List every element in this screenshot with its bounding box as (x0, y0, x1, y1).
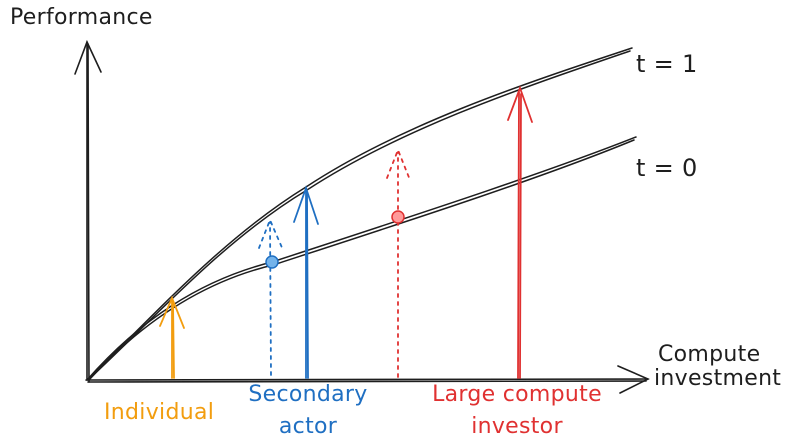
secondary-solid-head (293, 185, 319, 225)
large-solid-shaft (517, 91, 520, 379)
curve-t0 (86, 136, 637, 381)
individual-label: Individual (104, 400, 215, 425)
y-axis-arrowhead (74, 39, 102, 75)
x-axis-arrowhead (617, 365, 650, 394)
curve-t1-2 (88, 50, 631, 380)
large-solid-head (507, 85, 533, 123)
individual-arrow-shaft-2 (172, 301, 175, 379)
x-axis-label-line1: Compute (658, 342, 761, 367)
x-axis-line (85, 378, 649, 381)
secondary-label-line1: Secondary (248, 382, 368, 407)
curves (86, 47, 637, 381)
secondary-label: Secondary actor (238, 383, 378, 439)
secondary-label-line2: actor (278, 414, 338, 439)
large-marker (391, 210, 405, 224)
y-axis-label: Performance (10, 5, 153, 30)
individual-arrow-head (159, 295, 185, 329)
secondary-arrows (258, 185, 319, 379)
curve-t0-2 (88, 139, 635, 381)
large-label: Large compute investor (412, 383, 622, 439)
axes (74, 39, 650, 394)
secondary-dotted-head (258, 217, 284, 251)
y-axis-line-2 (87, 43, 90, 383)
large-label-line1: Large compute (432, 382, 602, 407)
large-dotted-head (386, 147, 411, 181)
large-solid-shaft-2 (519, 93, 522, 379)
x-axis-label: Compute investment (654, 342, 781, 391)
secondary-solid-shaft-2 (306, 191, 309, 379)
x-axis-line-2 (87, 380, 647, 383)
secondary-marker (265, 255, 279, 269)
secondary-dotted-shaft (269, 221, 272, 376)
x-axis-label-line2: investment (654, 366, 782, 391)
individual-arrow (159, 295, 185, 379)
curve-t1 (86, 47, 633, 381)
curve-label-t0: t = 0 (636, 154, 698, 182)
large-arrows (386, 85, 533, 379)
curve-label-t1: t = 1 (636, 50, 698, 78)
large-label-line2: investor (471, 414, 563, 439)
